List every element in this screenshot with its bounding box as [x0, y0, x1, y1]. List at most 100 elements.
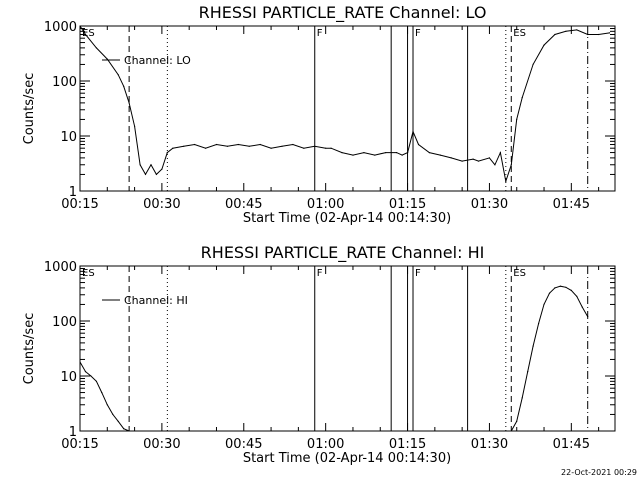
- event-marker-label: F: [415, 268, 421, 279]
- data-point: [598, 33, 600, 36]
- data-point: [128, 430, 130, 431]
- chart-title: RHESSI PARTICLE_RATE Channel: LO: [199, 3, 487, 23]
- data-point: [461, 160, 463, 162]
- data-point: [363, 152, 365, 154]
- x-tick-label: 01:45: [553, 197, 590, 212]
- plot-frame: [79, 265, 616, 432]
- data-point: [505, 180, 507, 182]
- data-point: [303, 147, 305, 149]
- y-axis-label: Counts/sec: [22, 313, 37, 385]
- data-point: [84, 33, 87, 36]
- generation-timestamp: 22-Oct-2021 00:29: [561, 468, 637, 477]
- data-point: [80, 361, 81, 363]
- x-tick-label: 00:30: [143, 437, 180, 452]
- series-line: [80, 26, 610, 184]
- data-point: [139, 164, 141, 166]
- data-point: [472, 158, 474, 160]
- event-marker-label: ES: [513, 268, 526, 279]
- data-point: [325, 147, 327, 149]
- data-point: [123, 85, 125, 87]
- data-point: [226, 145, 228, 147]
- data-point: [576, 29, 578, 31]
- data-point: [417, 143, 420, 146]
- x-tick-label: 01:00: [307, 437, 344, 452]
- data-point: [314, 145, 316, 147]
- y-tick-label: 1000: [44, 20, 77, 35]
- data-point: [587, 33, 589, 36]
- data-point: [494, 164, 496, 166]
- data-point: [341, 152, 343, 154]
- event-marker-label: F: [415, 28, 421, 39]
- data-point: [374, 154, 376, 156]
- data-point: [510, 430, 512, 431]
- data-point: [270, 147, 272, 149]
- data-point: [95, 380, 97, 382]
- data-point: [554, 33, 556, 36]
- data-point: [521, 397, 523, 399]
- data-point: [292, 143, 294, 146]
- y-tick-label: 1: [69, 185, 77, 200]
- data-point: [259, 143, 261, 146]
- y-tick-label: 100: [52, 75, 77, 90]
- x-tick-label: 01:45: [553, 437, 590, 452]
- data-point: [84, 371, 87, 373]
- y-tick-label: 10: [60, 370, 77, 385]
- data-point: [548, 292, 551, 294]
- data-point: [488, 157, 490, 159]
- data-point: [95, 47, 97, 49]
- data-point: [516, 420, 518, 422]
- data-point: [150, 164, 152, 166]
- x-tick-label: 01:15: [389, 197, 426, 212]
- data-point: [396, 152, 398, 154]
- data-point: [412, 131, 414, 133]
- data-point: [527, 371, 529, 373]
- event-marker-label: ES: [82, 268, 95, 279]
- data-point: [281, 145, 283, 147]
- data-point: [134, 125, 136, 127]
- data-point: [205, 147, 207, 149]
- data-point: [576, 295, 578, 297]
- data-point: [128, 102, 130, 104]
- data-point: [401, 154, 403, 156]
- series-line: [80, 361, 130, 431]
- chart-panel-hi: RHESSI PARTICLE_RATE Channel: HI Counts/s…: [22, 243, 616, 466]
- data-point: [106, 58, 108, 60]
- data-point: [538, 322, 540, 325]
- data-point: [516, 118, 518, 120]
- data-point: [532, 63, 534, 65]
- x-tick-label: 00:15: [61, 437, 98, 452]
- data-point: [117, 74, 119, 76]
- x-tick-label: 00:30: [143, 197, 180, 212]
- data-point: [172, 147, 174, 149]
- x-tick-label: 01:30: [471, 437, 508, 452]
- data-point: [194, 143, 196, 146]
- plot-frame: [79, 25, 616, 192]
- data-point: [565, 30, 567, 32]
- chart-title: RHESSI PARTICLE_RATE Channel: HI: [201, 243, 485, 263]
- data-point: [532, 345, 534, 347]
- data-point: [215, 143, 218, 146]
- x-tick-label: 00:45: [225, 197, 262, 212]
- data-point: [112, 413, 114, 415]
- event-marker-label: F: [317, 28, 323, 39]
- data-point: [101, 392, 103, 394]
- y-axis-label: Counts/sec: [22, 73, 37, 145]
- data-point: [439, 154, 441, 156]
- data-point: [428, 152, 430, 154]
- y-tick-label: 10: [60, 130, 77, 145]
- data-point: [450, 157, 452, 159]
- y-tick-label: 1000: [44, 260, 77, 275]
- x-tick-label: 01:15: [389, 437, 426, 452]
- data-point: [570, 289, 572, 291]
- data-point: [106, 404, 108, 406]
- y-tick-label: 1: [69, 425, 77, 440]
- data-point: [581, 306, 583, 308]
- data-point: [521, 97, 523, 99]
- event-marker-label: ES: [82, 28, 95, 39]
- data-point: [330, 147, 332, 149]
- data-point: [385, 152, 387, 154]
- legend-label: Channel: LO: [124, 54, 191, 67]
- data-point: [477, 160, 480, 162]
- x-axis-label: Start Time (02-Apr-14 00:14:30): [243, 211, 451, 226]
